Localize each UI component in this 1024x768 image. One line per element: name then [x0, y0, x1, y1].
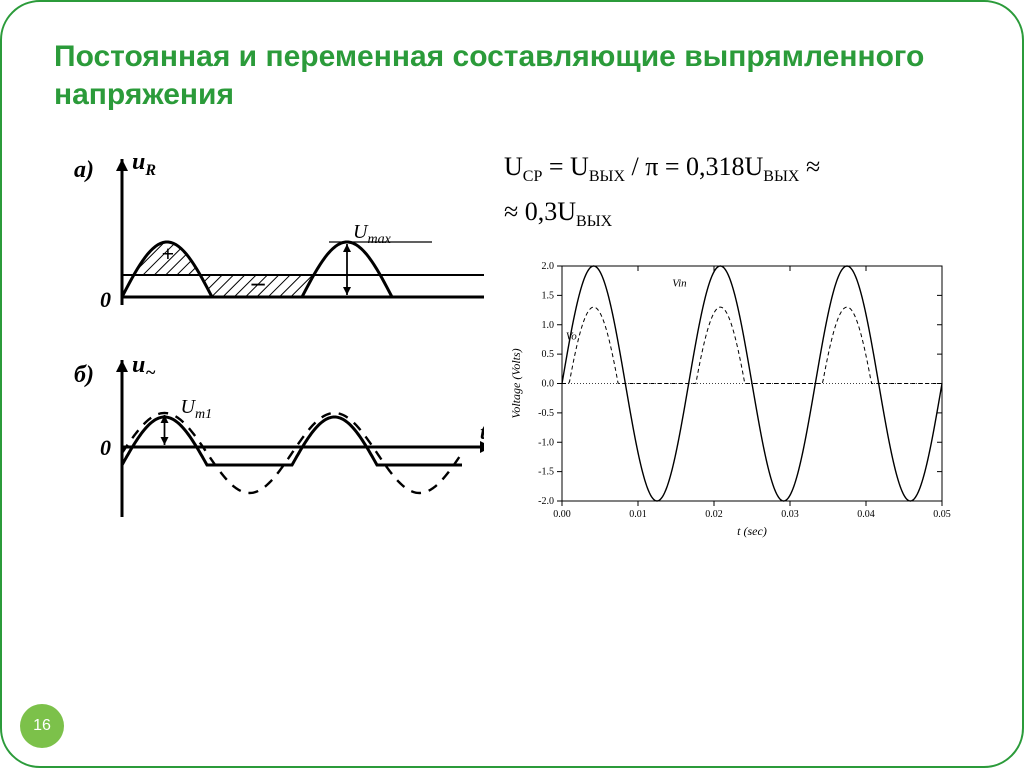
svg-text:0: 0 [100, 287, 111, 312]
svg-text:Vin: Vin [672, 277, 687, 289]
diagram-a: а)uRt0UmaxUcp+– [54, 137, 484, 337]
slide-number-badge: 16 [20, 704, 64, 748]
svg-text:а): а) [74, 157, 94, 183]
svg-text:б): б) [74, 362, 94, 388]
svg-text:-0.5: -0.5 [538, 408, 554, 419]
eq-line1: UСР = UВЫХ / π = 0,318UВЫХ ≈ [504, 152, 820, 181]
svg-text:+: + [162, 241, 175, 266]
svg-text:u~: u~ [132, 352, 156, 382]
equation: UСР = UВЫХ / π = 0,318UВЫХ ≈ ≈ 0,3UВЫХ [504, 145, 974, 236]
svg-text:0.00: 0.00 [553, 509, 571, 520]
svg-text:1.0: 1.0 [542, 320, 555, 331]
svg-text:0.01: 0.01 [629, 509, 647, 520]
svg-text:1.5: 1.5 [542, 290, 555, 301]
svg-text:t (sec): t (sec) [737, 524, 767, 538]
svg-text:2.0: 2.0 [542, 261, 555, 272]
svg-text:t: t [480, 419, 484, 444]
eq-line2: ≈ 0,3UВЫХ [504, 197, 612, 226]
svg-text:0: 0 [100, 435, 111, 460]
svg-text:Voltage (Volts): Voltage (Volts) [509, 348, 523, 418]
diagram-b: б) u~ t 0 Um1 [54, 342, 484, 552]
svg-text:Umax: Umax [353, 221, 392, 247]
svg-text:Um1: Um1 [181, 396, 213, 422]
slide-title: Постоянная и переменная составляющие вып… [54, 38, 970, 113]
svg-text:–: – [251, 268, 266, 297]
svg-text:0.5: 0.5 [542, 349, 555, 360]
voltage-chart: 0.00 0.01 0.02 0.03 0.04 0.05 -2.0 -1.5 -1.0 -0.5… [504, 256, 974, 546]
svg-text:Vo: Vo [566, 330, 578, 342]
svg-text:0.0: 0.0 [542, 378, 555, 389]
svg-text:0.05: 0.05 [933, 509, 951, 520]
svg-text:0.04: 0.04 [857, 509, 875, 520]
svg-text:0.02: 0.02 [705, 509, 723, 520]
svg-text:uR: uR [132, 149, 156, 179]
svg-text:0.03: 0.03 [781, 509, 799, 520]
svg-text:-1.5: -1.5 [538, 466, 554, 477]
svg-text:-2.0: -2.0 [538, 496, 554, 507]
svg-text:-1.0: -1.0 [538, 437, 554, 448]
